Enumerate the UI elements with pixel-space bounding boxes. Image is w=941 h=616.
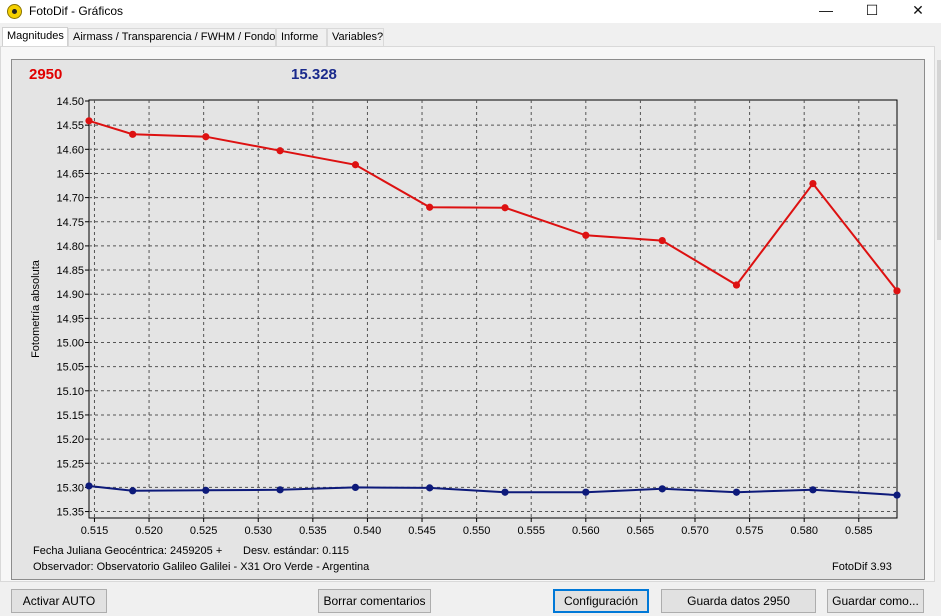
series-2-point <box>351 483 360 491</box>
y-tick-label: 15.05 <box>56 362 84 374</box>
series-1-point <box>582 231 590 239</box>
std-dev-label: Desv. estándar: 0.115 <box>243 545 349 557</box>
y-tick-label: 15.00 <box>56 338 84 350</box>
x-tick-label: 0.515 <box>81 525 109 537</box>
star-id-readout: 2950 <box>29 66 63 83</box>
series-2-point <box>501 488 509 496</box>
x-tick-label: 0.580 <box>790 525 818 537</box>
tab-informe[interactable]: Informe <box>276 28 327 47</box>
series-1-point <box>351 161 360 169</box>
app-icon <box>7 4 22 19</box>
x-tick-label: 0.540 <box>354 525 382 537</box>
y-tick-label: 14.50 <box>56 96 84 108</box>
version-label: FotoDif 3.93 <box>832 561 892 573</box>
series-1-point <box>85 117 93 125</box>
activate-auto-button[interactable]: Activar AUTO <box>11 589 107 613</box>
series-2-point <box>202 486 210 494</box>
window-title: FotoDif - Gráficos <box>29 4 124 18</box>
y-tick-label: 14.85 <box>56 265 84 277</box>
x-tick-label: 0.570 <box>681 525 709 537</box>
x-tick-label: 0.550 <box>463 525 491 537</box>
close-button[interactable]: ✕ <box>912 2 924 18</box>
series-2-point <box>658 485 666 493</box>
series-2-point <box>85 482 93 490</box>
chart-grid <box>85 100 897 522</box>
x-tick-label: 0.545 <box>408 525 436 537</box>
y-tick-label: 14.75 <box>56 217 84 229</box>
x-tick-label: 0.555 <box>517 525 545 537</box>
y-tick-label: 15.35 <box>56 507 84 519</box>
x-tick-label: 0.585 <box>845 525 873 537</box>
y-tick-label: 14.65 <box>56 168 84 180</box>
maximize-button[interactable]: ☐ <box>865 2 879 18</box>
series-1-point <box>129 130 137 138</box>
y-tick-label: 14.90 <box>56 289 84 301</box>
x-tick-label: 0.525 <box>190 525 218 537</box>
series-2-point <box>426 484 434 492</box>
y-axis-label: Fotometría absoluta <box>30 259 42 358</box>
y-tick-labels: 14.50 14.55 14.60 14.65 14.70 14.75 14.80 14.85… <box>56 96 84 519</box>
y-tick-label: 14.55 <box>56 120 84 132</box>
julian-date-label: Fecha Juliana Geocéntrica: 2459205 + <box>33 545 223 557</box>
tab-airmass[interactable]: Airmass / Transparencia / FWHM / Fondo <box>68 28 276 47</box>
plot-frame <box>88 99 898 519</box>
series-1-point <box>202 133 210 141</box>
y-tick-label: 15.15 <box>56 410 84 422</box>
x-tick-label: 0.565 <box>627 525 655 537</box>
series-1-point <box>732 281 741 289</box>
series-2-point <box>129 487 137 495</box>
x-tick-label: 0.520 <box>135 525 163 537</box>
x-tick-label: 0.560 <box>572 525 600 537</box>
y-tick-label: 14.80 <box>56 241 84 253</box>
magnitude-readout: 15.328 <box>291 66 337 83</box>
series-line-2 <box>88 485 898 497</box>
clear-comments-button[interactable]: Borrar comentarios <box>318 589 431 613</box>
series-2-point <box>809 486 817 494</box>
minimize-button[interactable]: — <box>819 2 833 18</box>
save-as-button[interactable]: Guardar como... <box>827 589 924 613</box>
series-2-point <box>582 488 590 496</box>
series-2-point <box>732 488 741 496</box>
tab-magnitudes[interactable]: Magnitudes <box>2 27 68 47</box>
series-2-point <box>893 491 901 499</box>
series-1-point <box>276 147 284 155</box>
y-tick-label: 14.60 <box>56 144 84 156</box>
observer-label: Observador: Observatorio Galileo Galilei… <box>33 561 370 573</box>
series-1-point <box>658 236 666 245</box>
y-tick-label: 15.30 <box>56 482 84 494</box>
x-tick-labels: 0.515 0.520 0.525 0.530 0.535 0.540 0.545 0.550… <box>81 525 873 537</box>
series-line-1 <box>88 119 898 292</box>
y-tick-label: 15.25 <box>56 458 84 470</box>
configuration-button[interactable]: Configuración <box>553 589 649 613</box>
tab-variables[interactable]: Variables? <box>327 28 384 47</box>
series-1-point <box>501 204 509 212</box>
save-data-button[interactable]: Guarda datos 2950 <box>661 589 816 613</box>
y-tick-label: 14.70 <box>56 193 84 205</box>
y-tick-label: 15.10 <box>56 386 84 398</box>
chart-series <box>85 117 901 499</box>
title-bar: FotoDif - Gráficos — ☐ ✕ <box>0 0 941 23</box>
x-tick-label: 0.530 <box>244 525 272 537</box>
x-tick-label: 0.535 <box>299 525 327 537</box>
series-1-point <box>893 287 901 295</box>
x-tick-label: 0.575 <box>736 525 764 537</box>
series-2-point <box>276 486 284 494</box>
y-tick-label: 15.20 <box>56 434 84 446</box>
series-1-point <box>426 203 434 211</box>
series-1-point <box>809 179 817 188</box>
y-tick-label: 14.95 <box>56 313 84 325</box>
scrollbar[interactable] <box>937 60 941 240</box>
